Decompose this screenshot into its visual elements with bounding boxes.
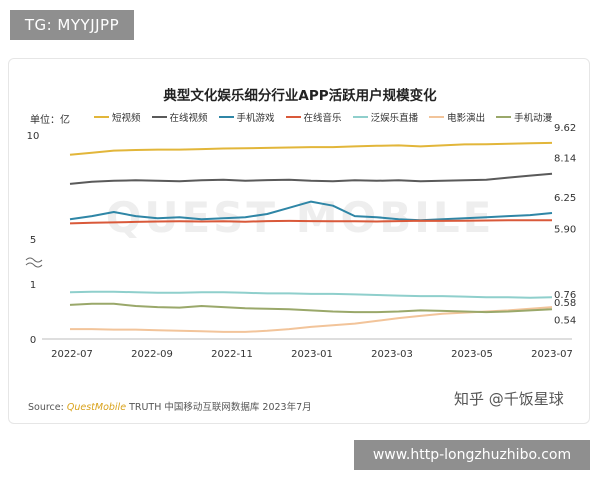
legend-label: 电影演出 [447, 113, 486, 124]
source-prefix: Source: [28, 402, 67, 413]
y-tick-label: 1 [30, 280, 36, 291]
x-tick-label: 2023-03 [371, 349, 413, 360]
unit-label: 单位：亿 [30, 115, 70, 126]
legend-swatch [151, 116, 167, 118]
legend-item-2: 手机游戏 [218, 110, 275, 124]
series-line-4 [69, 290, 553, 299]
legend-label: 手机动漫 [514, 113, 553, 124]
legend-label: 手机游戏 [236, 113, 275, 124]
x-tick-label: 2023-07 [531, 349, 573, 360]
source-suffix: TRUTH 中国移动互联网数据库 2023年7月 [126, 402, 312, 413]
end-value-label: 0.58 [554, 298, 576, 309]
series-line-3 [69, 219, 552, 225]
x-tick-label: 2023-01 [291, 349, 333, 360]
end-value-label: 0.54 [554, 315, 576, 326]
end-value-label: 5.90 [554, 224, 576, 235]
legend-swatch [218, 116, 234, 118]
legend-item-6: 手机动漫 [496, 110, 552, 124]
legend-item-5: 电影演出 [429, 110, 485, 124]
legend-label: 在线视频 [169, 113, 208, 124]
legend-swatch [94, 116, 109, 118]
end-value-label: 8.14 [554, 154, 576, 165]
end-value-label: 9.62 [554, 123, 576, 134]
chart-source: Source: QuestMobile TRUTH 中国移动互联网数据库 202… [28, 399, 312, 413]
telegram-badge: TG: MYYJJPP [10, 10, 134, 40]
y-tick-label: 5 [30, 235, 36, 246]
x-tick-label: 2022-09 [131, 349, 173, 360]
series-line-1 [69, 172, 553, 185]
legend-item-1: 在线视频 [151, 110, 208, 124]
series-line-6 [69, 302, 553, 314]
end-value-label: 0.76 [554, 290, 576, 301]
legend-swatch [496, 116, 512, 118]
legend-item-4: 泛娱乐直播 [352, 110, 419, 124]
legend-label: 短视频 [112, 113, 141, 124]
legend-label: 泛娱乐直播 [370, 113, 419, 124]
source-brand: QuestMobile [66, 402, 127, 413]
series-line-2 [69, 200, 553, 222]
x-tick-label: 2022-11 [211, 349, 253, 360]
legend-item-3: 在线音乐 [285, 110, 342, 124]
url-badge: www.http-longzhuzhibo.com [354, 440, 590, 470]
x-tick-label: 2023-05 [451, 349, 493, 360]
legend-swatch [429, 116, 445, 118]
legend-label: 在线音乐 [303, 113, 342, 124]
legend-swatch [285, 116, 301, 118]
legend-swatch [352, 116, 368, 118]
axis-break-icon [25, 257, 43, 268]
end-value-label: 6.25 [554, 193, 576, 204]
chart-card [8, 58, 590, 424]
chart-title: 典型文化娱乐细分行业APP活跃用户规模变化 [163, 88, 437, 104]
chart-legend: 短视频 在线视频 手机游戏 在线音乐 泛娱乐直播 电影演出 手机动漫 [94, 110, 594, 124]
zhihu-watermark: 知乎 @千饭星球 [454, 390, 564, 408]
y-tick-label: 0 [30, 335, 36, 346]
x-tick-label: 2022-07 [51, 349, 93, 360]
series-line-0 [69, 141, 553, 156]
legend-item-0: 短视频 [94, 110, 141, 124]
y-tick-label: 10 [27, 131, 40, 142]
